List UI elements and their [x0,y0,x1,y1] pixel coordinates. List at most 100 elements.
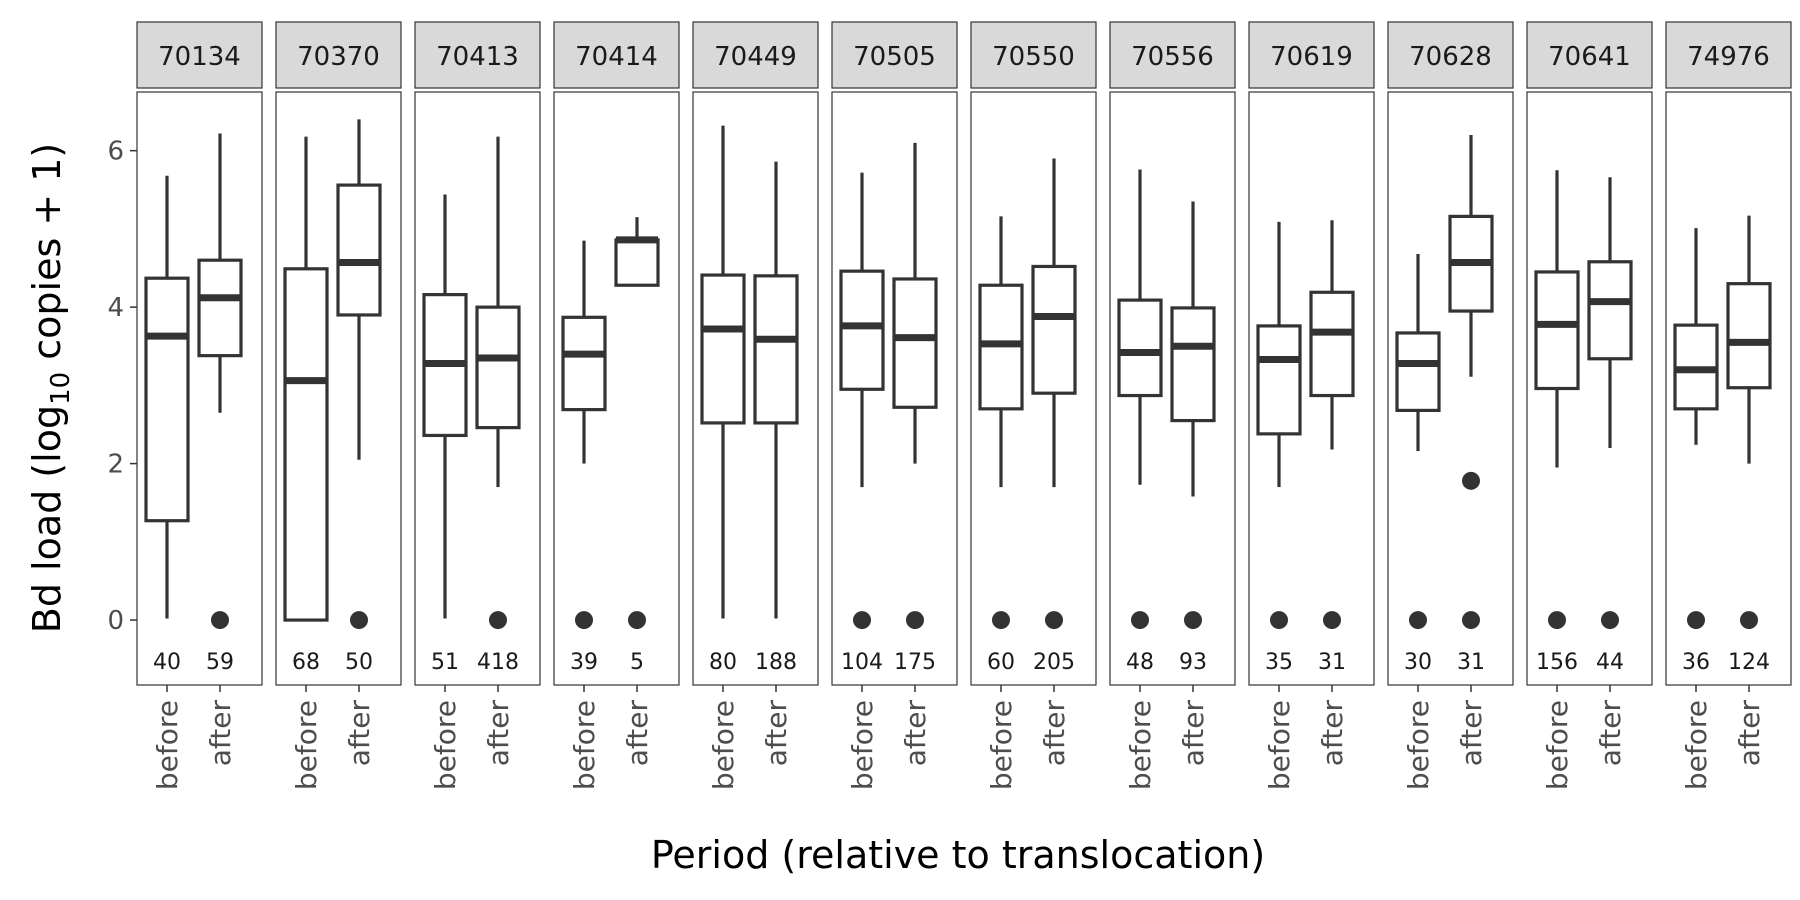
facet-panel: 70619 35 before 31 after [1248,21,1375,790]
box-after: 44 [1587,177,1633,675]
box-before: 80 [700,125,746,675]
outlier-point [1270,611,1288,630]
iqr-box [561,315,607,412]
outlier-point [1323,611,1341,630]
box-before: 30 [1395,253,1441,675]
facet-strip-label: 70370 [297,42,380,72]
facet-strip-label: 70505 [853,42,936,72]
box-before: 156 [1534,170,1580,675]
sample-count-label: 36 [1682,650,1710,675]
iqr-box [1309,290,1355,398]
facet-strip-label: 70449 [714,42,797,72]
sample-count-label: 80 [709,650,737,675]
x-tick-label: after [1038,700,1071,767]
outlier-point [211,611,229,630]
facet-strip [1387,21,1514,89]
facet-strip-label: 70134 [158,42,241,72]
x-tick-label: before [846,700,879,790]
facet-strip-label: 70413 [436,42,519,72]
facet-panel: 70550 60 before 205 after [970,21,1097,790]
x-tick-label: before [707,700,740,790]
facet-strip [1665,21,1792,89]
iqr-box [1256,324,1302,436]
sample-count-label: 31 [1457,650,1485,675]
facet-strip [1109,21,1236,89]
facet-strip [275,21,402,89]
facet-plot-area [553,91,680,686]
x-tick-label: before [1541,700,1574,790]
facet-strip-label: 74976 [1687,42,1770,72]
sample-count-label: 59 [206,650,234,675]
sample-count-label: 35 [1265,650,1293,675]
x-tick-label: after [1594,700,1627,767]
y-axis-title-subscript: 10 [46,372,76,405]
box-after: 50 [336,119,382,675]
sample-count-label: 418 [477,650,519,675]
iqr-box [1395,331,1441,413]
x-tick-label: after [204,700,237,767]
sample-count-label: 50 [345,650,373,675]
outlier-point [1548,611,1566,630]
y-axis-title-suffix: copies + 1) [25,143,69,372]
box-before: 40 [144,175,190,675]
box-before: 60 [978,216,1024,675]
iqr-box [1170,306,1216,423]
facet-panel: 70556 48 before 93 after [1109,21,1236,790]
outlier-point [992,611,1010,630]
facet-plot-area [275,91,402,686]
iqr-box [283,267,329,622]
sample-count-label: 104 [841,650,883,675]
outlier-point [1740,611,1758,630]
outlier-point [575,611,593,630]
facet-strip-label: 70641 [1548,42,1631,72]
x-tick-label: before [151,700,184,790]
box-before: 104 [839,172,885,675]
sample-count-label: 188 [755,650,797,675]
sample-count-label: 31 [1318,650,1346,675]
x-tick-label: before [1124,700,1157,790]
x-tick-label: before [429,700,462,790]
facet-panel: 70505 104 before 175 after [831,21,958,790]
sample-count-label: 40 [153,650,181,675]
facet-plot-area [136,91,263,686]
facet-panel: 70641 156 before 44 after [1526,21,1653,790]
x-tick-label: before [568,700,601,790]
box-after: 59 [197,133,243,675]
facet-strip-label: 70619 [1270,42,1353,72]
facet-panel: 74976 36 before 124 after [1665,21,1792,790]
iqr-box [144,276,190,523]
sample-count-label: 156 [1536,650,1578,675]
y-axis-title: Bd load (log10 copies + 1) [25,143,76,634]
outlier-point [489,611,507,630]
box-before: 35 [1256,221,1302,675]
sample-count-label: 205 [1033,650,1075,675]
facet-strip [692,21,819,89]
sample-count-label: 48 [1126,650,1154,675]
facet-strip [553,21,680,89]
outlier-point [1045,611,1063,630]
y-tick-label: 2 [107,450,124,480]
box-after: 188 [753,161,799,675]
box-after: 31 [1309,220,1355,675]
y-axis: 0 2 4 6 [107,137,137,636]
x-tick-label: after [343,700,376,767]
x-tick-label: after [1316,700,1349,767]
facet-plot-area [1387,91,1514,686]
outlier-point [906,611,924,630]
sample-count-label: 51 [431,650,459,675]
iqr-box [336,183,382,317]
outlier-point [1687,611,1705,630]
facet-panel: 70414 39 before 5 after [553,21,680,790]
sample-count-label: 39 [570,650,598,675]
box-after: 205 [1031,158,1077,675]
x-tick-label: after [1455,700,1488,767]
box-before: 36 [1673,228,1719,675]
sample-count-label: 44 [1596,650,1624,675]
sample-count-label: 30 [1404,650,1432,675]
facet-strip [1248,21,1375,89]
outlier-point [1462,471,1480,490]
x-tick-label: after [621,700,654,767]
facet-strip [136,21,263,89]
iqr-box [197,258,243,358]
